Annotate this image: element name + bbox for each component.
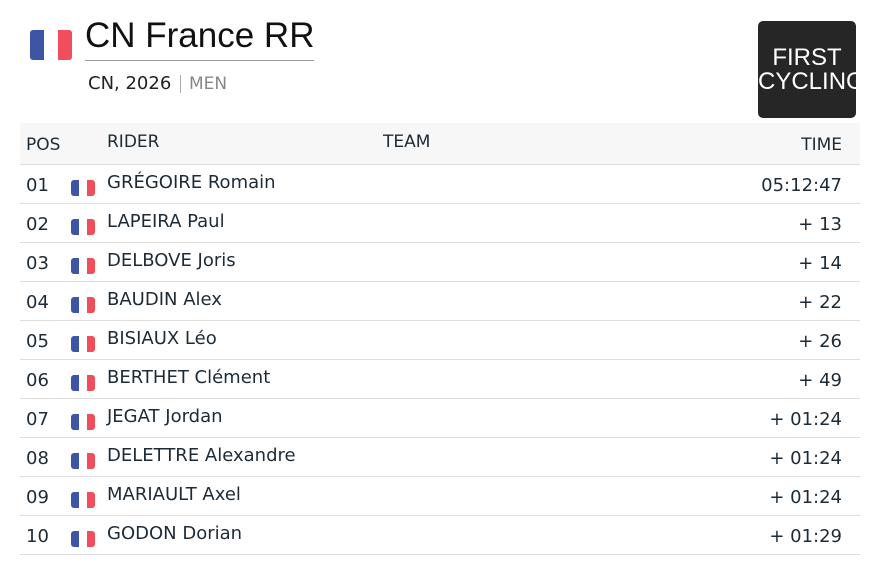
table-row: 02 LAPEIRA Paul + 13 — [20, 204, 860, 243]
rider-name[interactable]: JEGAT Jordan — [107, 406, 223, 427]
position: 10 — [26, 526, 49, 547]
time: 05:12:47 — [761, 175, 842, 196]
rider-name[interactable]: MARIAULT Axel — [107, 484, 241, 505]
table-row: 06 BERTHET Clément + 49 — [20, 360, 860, 399]
time: + 49 — [798, 370, 842, 391]
position: 02 — [26, 214, 49, 235]
position: 06 — [26, 370, 49, 391]
rider-name[interactable]: BISIAUX Léo — [107, 328, 217, 349]
rider-name[interactable]: BAUDIN Alex — [107, 289, 222, 310]
position: 05 — [26, 331, 49, 352]
table-row: 04 BAUDIN Alex + 22 — [20, 282, 860, 321]
time: + 13 — [798, 214, 842, 235]
time: + 26 — [798, 331, 842, 352]
time: + 01:24 — [769, 487, 842, 508]
flag — [71, 297, 95, 313]
position: 08 — [26, 448, 49, 469]
table-row: 10 GODON Dorian + 01:29 — [20, 516, 860, 555]
time: + 01:24 — [769, 448, 842, 469]
table-row: 01 GRÉGOIRE Romain 05:12:47 — [20, 165, 860, 204]
time: + 14 — [798, 253, 842, 274]
flag — [71, 219, 95, 235]
race-title: CN France RR — [85, 16, 315, 61]
logo-text: FIRST — [772, 43, 842, 71]
logo[interactable]: FIRST CYCLING — [758, 21, 865, 118]
column-header: TEAM — [383, 132, 431, 152]
table-row: 05 BISIAUX Léo + 26 — [20, 321, 860, 360]
table-header: POS RIDER TEAM TIME — [20, 123, 860, 165]
flag — [71, 375, 95, 391]
table-row: 07 JEGAT Jordan + 01:24 — [20, 399, 860, 438]
column-header: RIDER — [107, 132, 160, 152]
flag — [71, 492, 95, 508]
table-row: 09 MARIAULT Axel + 01:24 — [20, 477, 860, 516]
rider-name[interactable]: BERTHET Clément — [107, 367, 271, 388]
position: 04 — [26, 292, 49, 313]
flag — [71, 414, 95, 430]
table-row: 03 DELBOVE Joris + 14 — [20, 243, 860, 282]
position: 01 — [26, 175, 49, 196]
column-header: POS — [26, 135, 61, 155]
position: 09 — [26, 487, 49, 508]
flag — [71, 453, 95, 469]
time: + 01:24 — [769, 409, 842, 430]
rider-name[interactable]: GODON Dorian — [107, 523, 243, 544]
rider-name[interactable]: DELBOVE Joris — [107, 250, 236, 271]
race-category[interactable]: MEN — [180, 75, 227, 93]
logo-text: CYCLING — [758, 67, 865, 95]
time: + 01:29 — [769, 526, 842, 547]
table-row: 08 DELETTRE Alexandre + 01:24 — [20, 438, 860, 477]
time: + 22 — [798, 292, 842, 313]
race-subtitle: CN, 2026 — [88, 73, 172, 94]
flag — [71, 531, 95, 547]
flag — [71, 336, 95, 352]
position: 07 — [26, 409, 49, 430]
rider-name[interactable]: LAPEIRA Paul — [107, 211, 225, 232]
rider-name[interactable]: DELETTRE Alexandre — [107, 445, 296, 466]
rider-name[interactable]: GRÉGOIRE Romain — [107, 172, 276, 193]
flag — [71, 180, 95, 196]
flag — [71, 258, 95, 274]
column-header: TIME — [801, 135, 842, 155]
position: 03 — [26, 253, 49, 274]
flag — [30, 30, 72, 60]
